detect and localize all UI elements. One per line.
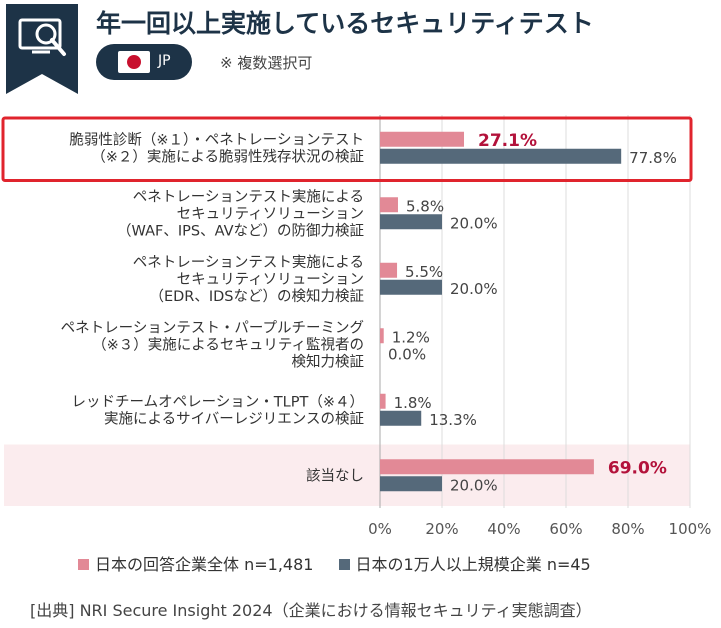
bar-chart: 0% 20% 40% 60% 80% 100%脆弱性診断（※１）・ペネトレーションテスト（…: [1, 115, 712, 538]
bar: [380, 148, 622, 164]
category-shade: [4, 444, 690, 506]
bar: [380, 197, 398, 213]
legend-label-large: 日本の1万人以上規模企業 n=45: [355, 555, 591, 574]
page-title: 年一回以上実施しているセキュリティテスト: [96, 9, 594, 38]
data-label: 20.0%: [450, 214, 498, 232]
category-label: （※３）実施によるセキュリティ監視者の: [92, 336, 364, 353]
data-label: 69.0%: [608, 458, 667, 478]
x-tick-label: 100%: [669, 520, 712, 538]
highlight-box: [1, 116, 693, 182]
category-label: ペネトレーションテスト・パープルチーミング: [61, 319, 364, 336]
category-label: （EDR、IDSなど）の検知力検証: [149, 288, 364, 305]
category-label: セキュリティソリューション: [177, 206, 364, 222]
data-label: 20.0%: [450, 280, 498, 298]
legend-label-all: 日本の回答企業全体 n=1,481: [95, 555, 314, 574]
bar: [380, 214, 442, 230]
legend-swatch-large: [338, 559, 350, 570]
category-label: （WAF、IPS、AVなど）の防御力検証: [117, 222, 364, 239]
source-note: [出典] NRI Secure Insight 2024（企業における情報セキュ…: [30, 601, 592, 620]
x-tick-label: 60%: [549, 520, 582, 538]
bar: [380, 279, 442, 295]
category-label: レッドチームオペレーション・TLPT（※４）: [72, 393, 364, 410]
monitor-magnifier-icon: [6, 4, 78, 94]
data-label: 77.8%: [629, 149, 677, 167]
x-tick-label: 80%: [611, 520, 644, 538]
legend-swatch-all: [78, 559, 89, 570]
bar: [380, 131, 465, 147]
bar: [380, 328, 384, 344]
category-label: 検知力検証: [292, 353, 365, 370]
x-tick-label: 20%: [425, 520, 458, 538]
category-label: 該当なし: [306, 467, 364, 484]
category-label: 実施によるサイバーレジリエンスの検証: [104, 410, 364, 427]
category-label: （※２）実施による脆弱性残存状況の検証: [91, 147, 364, 165]
japan-flag-icon: [118, 51, 150, 73]
data-label: 0.0%: [388, 345, 426, 363]
data-label: 5.8%: [406, 197, 444, 215]
data-label: 20.0%: [450, 476, 498, 494]
bar: [380, 262, 398, 278]
x-tick-label: 0%: [368, 520, 392, 538]
bar: [380, 393, 386, 409]
legend-item-large-companies: 日本の1万人以上規模企業 n=45: [338, 551, 591, 575]
category-label: ペネトレーションテスト実施による: [133, 254, 364, 271]
data-label: 1.8%: [394, 394, 432, 412]
bar: [380, 410, 422, 426]
category-label: 脆弱性診断（※１）・ペネトレーションテスト: [69, 130, 364, 148]
x-tick-label: 40%: [487, 520, 520, 538]
data-label: 1.2%: [392, 328, 430, 346]
bar: [380, 459, 594, 475]
data-label: 13.3%: [429, 411, 477, 429]
region-label: JP: [158, 53, 171, 69]
multiple-choice-note: ※ 複数選択可: [220, 54, 313, 72]
category-label: セキュリティソリューション: [177, 272, 364, 288]
data-label: 27.1%: [478, 131, 537, 151]
category-label: ペネトレーションテスト実施による: [133, 188, 364, 205]
region-badge: JP: [96, 44, 192, 80]
legend-item-all-companies: 日本の回答企業全体 n=1,481: [78, 551, 313, 575]
bar: [380, 476, 442, 492]
chart-legend: 日本の回答企業全体 n=1,481 日本の1万人以上規模企業 n=45: [78, 551, 611, 575]
data-label: 5.5%: [405, 263, 443, 281]
